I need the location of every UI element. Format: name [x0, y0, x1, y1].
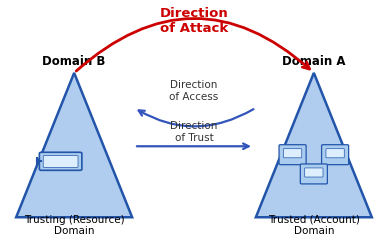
FancyBboxPatch shape: [279, 145, 306, 165]
Text: Trusted (Account)
Domain: Trusted (Account) Domain: [268, 215, 360, 236]
Polygon shape: [256, 73, 372, 217]
FancyBboxPatch shape: [43, 156, 78, 167]
FancyBboxPatch shape: [283, 149, 302, 158]
Text: Direction
of Access: Direction of Access: [170, 80, 218, 102]
Text: Direction
of Attack: Direction of Attack: [159, 7, 229, 35]
FancyBboxPatch shape: [326, 149, 344, 158]
Polygon shape: [16, 73, 132, 217]
FancyBboxPatch shape: [322, 145, 349, 165]
Text: Domain A: Domain A: [282, 55, 346, 68]
Text: Domain B: Domain B: [42, 55, 106, 68]
FancyBboxPatch shape: [305, 168, 323, 177]
Text: Direction
of Trust: Direction of Trust: [170, 121, 218, 143]
FancyBboxPatch shape: [300, 164, 327, 184]
Text: Trusting (Resource)
Domain: Trusting (Resource) Domain: [24, 215, 125, 236]
FancyBboxPatch shape: [39, 152, 82, 170]
